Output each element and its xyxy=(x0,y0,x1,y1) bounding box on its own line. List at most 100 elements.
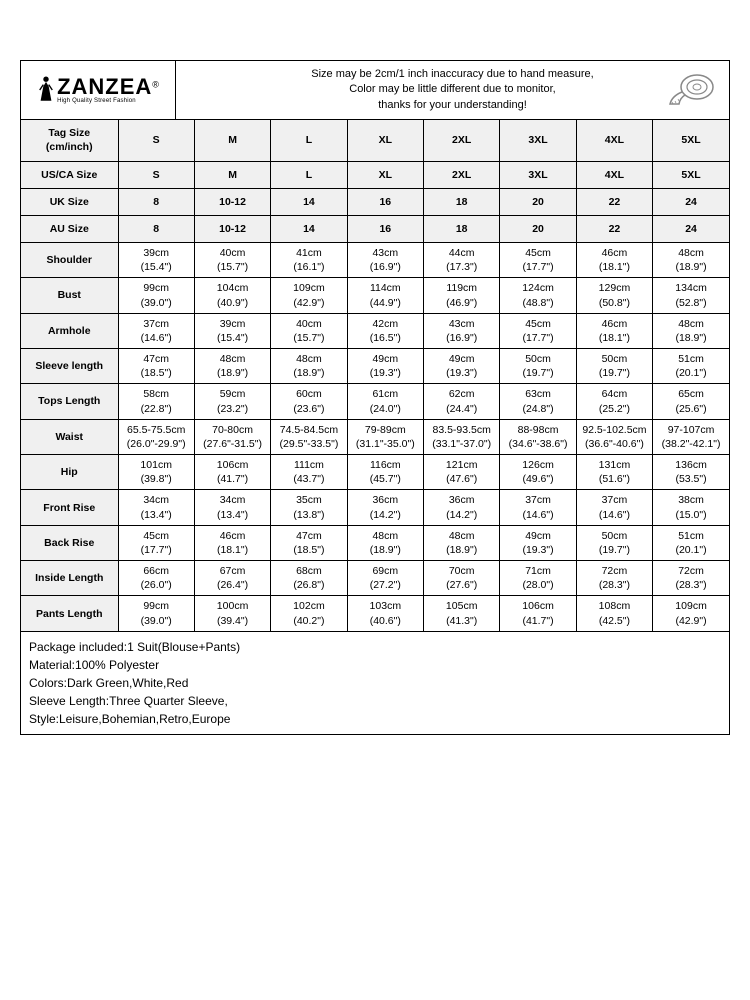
cell: 36cm(14.2") xyxy=(424,490,500,525)
cell: 106cm(41.7") xyxy=(194,455,270,490)
cell: 14 xyxy=(271,188,347,215)
cell: 105cm(41.3") xyxy=(424,596,500,631)
cell: 108cm(42.5") xyxy=(576,596,652,631)
table-row: UK Size810-12141618202224 xyxy=(21,188,729,215)
cell: 136cm(53.5") xyxy=(653,455,729,490)
cell: 47cm(18.5") xyxy=(118,349,194,384)
table-row: Pants Length99cm(39.0")100cm(39.4")102cm… xyxy=(21,596,729,631)
table-row: Tag Size(cm/inch)SMLXL2XL3XL4XL5XL xyxy=(21,120,729,161)
cell: 134cm(52.8") xyxy=(653,278,729,313)
table-row: Tops Length58cm(22.8")59cm(23.2")60cm(23… xyxy=(21,384,729,419)
cell: 72cm(28.3") xyxy=(576,561,652,596)
size-chart-container: ZANZEA® High Quality Street Fashion Size… xyxy=(20,60,730,735)
table-row: Front Rise34cm(13.4")34cm(13.4")35cm(13.… xyxy=(21,490,729,525)
cell: 50cm(19.7") xyxy=(576,525,652,560)
product-details: Package included:1 Suit(Blouse+Pants)Mat… xyxy=(21,632,729,734)
cell: 43cm(16.9") xyxy=(424,313,500,348)
cell: 20 xyxy=(500,215,576,242)
cell: 114cm(44.9") xyxy=(347,278,423,313)
measuring-tape-icon xyxy=(667,72,717,108)
logo-cell: ZANZEA® High Quality Street Fashion xyxy=(21,61,176,119)
cell: 48cm(18.9") xyxy=(653,313,729,348)
cell: 20 xyxy=(500,188,576,215)
cell: XL xyxy=(347,120,423,161)
cell: 50cm(19.7") xyxy=(500,349,576,384)
cell: 69cm(27.2") xyxy=(347,561,423,596)
cell: 45cm(17.7") xyxy=(500,313,576,348)
disclaimer-text: Size may be 2cm/1 inch inaccuracy due to… xyxy=(311,67,593,113)
cell: 34cm(13.4") xyxy=(118,490,194,525)
cell: 4XL xyxy=(576,161,652,188)
cell: 47cm(18.5") xyxy=(271,525,347,560)
cell: 100cm(39.4") xyxy=(194,596,270,631)
row-label: Hip xyxy=(21,455,118,490)
table-row: Sleeve length47cm(18.5")48cm(18.9")48cm(… xyxy=(21,349,729,384)
cell: 40cm(15.7") xyxy=(271,313,347,348)
cell: 68cm(26.8") xyxy=(271,561,347,596)
cell: L xyxy=(271,120,347,161)
cell: M xyxy=(194,120,270,161)
row-label: Front Rise xyxy=(21,490,118,525)
cell: 35cm(13.8") xyxy=(271,490,347,525)
cell: 62cm(24.4") xyxy=(424,384,500,419)
cell: S xyxy=(118,120,194,161)
cell: 2XL xyxy=(424,120,500,161)
cell: 40cm(15.7") xyxy=(194,243,270,278)
row-label: US/CA Size xyxy=(21,161,118,188)
cell: 104cm(40.9") xyxy=(194,278,270,313)
cell: 72cm(28.3") xyxy=(653,561,729,596)
cell: 106cm(41.7") xyxy=(500,596,576,631)
disclaimer-cell: Size may be 2cm/1 inch inaccuracy due to… xyxy=(176,61,729,119)
cell: 99cm(39.0") xyxy=(118,278,194,313)
row-label: Pants Length xyxy=(21,596,118,631)
dress-figure-icon xyxy=(37,75,55,105)
cell: 37cm(14.6") xyxy=(118,313,194,348)
cell: 14 xyxy=(271,215,347,242)
cell: 58cm(22.8") xyxy=(118,384,194,419)
cell: 99cm(39.0") xyxy=(118,596,194,631)
row-label: Inside Length xyxy=(21,561,118,596)
cell: 48cm(18.9") xyxy=(347,525,423,560)
cell: 48cm(18.9") xyxy=(271,349,347,384)
cell: 51cm(20.1") xyxy=(653,349,729,384)
cell: 18 xyxy=(424,215,500,242)
cell: 38cm(15.0") xyxy=(653,490,729,525)
cell: 65.5-75.5cm(26.0"-29.9") xyxy=(118,419,194,454)
cell: 43cm(16.9") xyxy=(347,243,423,278)
cell: 101cm(39.8") xyxy=(118,455,194,490)
cell: L xyxy=(271,161,347,188)
cell: 3XL xyxy=(500,120,576,161)
cell: 4XL xyxy=(576,120,652,161)
detail-line: Colors:Dark Green,White,Red xyxy=(29,674,721,692)
cell: 97-107cm(38.2"-42.1") xyxy=(653,419,729,454)
table-row: Shoulder39cm(15.4")40cm(15.7")41cm(16.1"… xyxy=(21,243,729,278)
brand-name: ZANZEA® xyxy=(57,76,159,98)
cell: 10-12 xyxy=(194,215,270,242)
cell: 42cm(16.5") xyxy=(347,313,423,348)
cell: 126cm(49.6") xyxy=(500,455,576,490)
cell: 24 xyxy=(653,215,729,242)
cell: 48cm(18.9") xyxy=(653,243,729,278)
cell: 18 xyxy=(424,188,500,215)
cell: 39cm(15.4") xyxy=(118,243,194,278)
row-label: Bust xyxy=(21,278,118,313)
cell: 5XL xyxy=(653,161,729,188)
detail-line: Sleeve Length:Three Quarter Sleeve, xyxy=(29,692,721,710)
cell: XL xyxy=(347,161,423,188)
detail-line: Package included:1 Suit(Blouse+Pants) xyxy=(29,638,721,656)
row-label: Armhole xyxy=(21,313,118,348)
cell: 22 xyxy=(576,215,652,242)
cell: 49cm(19.3") xyxy=(500,525,576,560)
cell: 103cm(40.6") xyxy=(347,596,423,631)
cell: 8 xyxy=(118,215,194,242)
cell: 51cm(20.1") xyxy=(653,525,729,560)
cell: 119cm(46.9") xyxy=(424,278,500,313)
cell: 45cm(17.7") xyxy=(118,525,194,560)
cell: 41cm(16.1") xyxy=(271,243,347,278)
cell: 49cm(19.3") xyxy=(347,349,423,384)
cell: 64cm(25.2") xyxy=(576,384,652,419)
cell: 3XL xyxy=(500,161,576,188)
cell: 37cm(14.6") xyxy=(576,490,652,525)
cell: 70-80cm(27.6"-31.5") xyxy=(194,419,270,454)
cell: 116cm(45.7") xyxy=(347,455,423,490)
